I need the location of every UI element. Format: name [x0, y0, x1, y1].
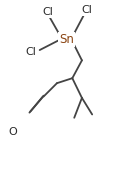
Text: Cl: Cl [82, 5, 92, 15]
Text: Cl: Cl [25, 47, 36, 56]
Text: Sn: Sn [59, 33, 74, 46]
Text: O: O [8, 127, 17, 137]
Text: Cl: Cl [42, 7, 53, 17]
